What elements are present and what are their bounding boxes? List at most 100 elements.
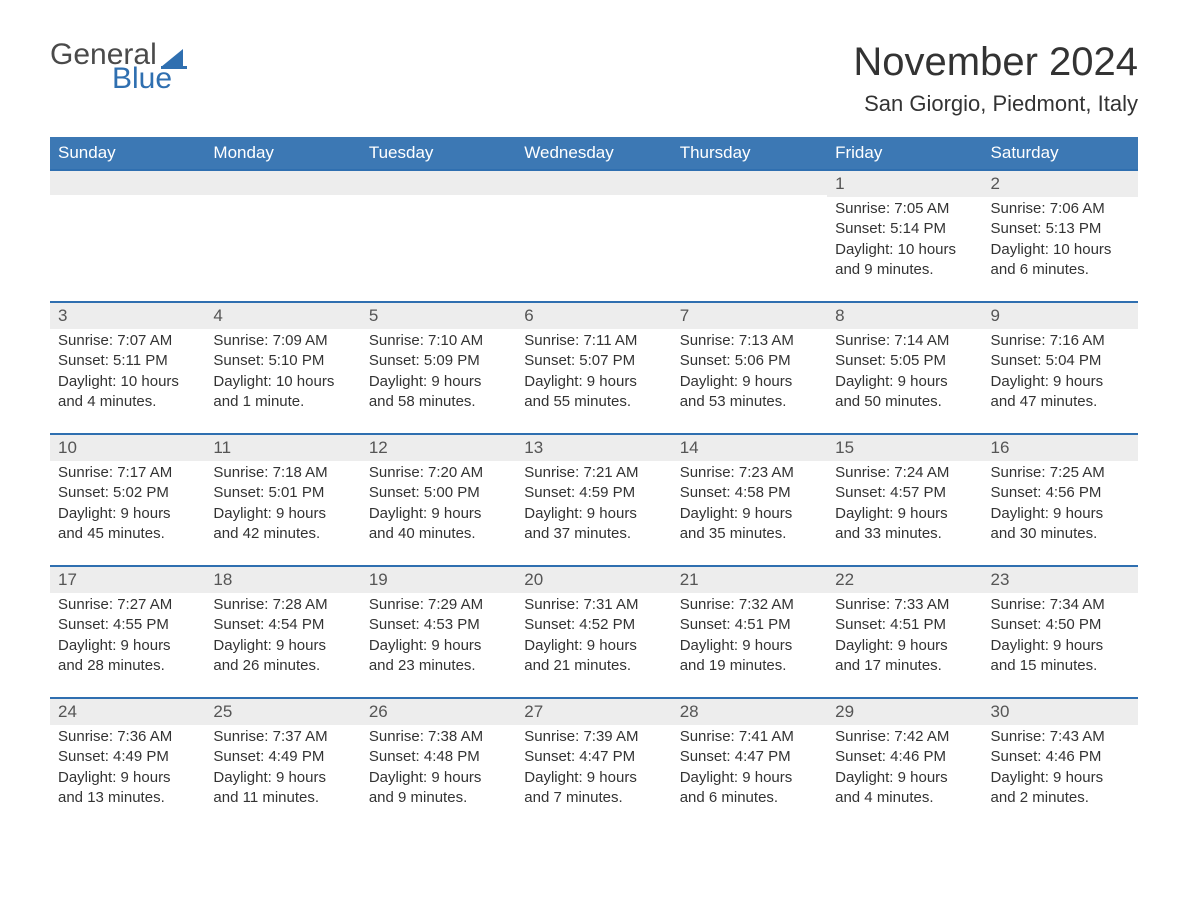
day-number: 11 — [205, 433, 360, 461]
daylight-line-2: and 11 minutes. — [213, 788, 352, 808]
sunset-line: Sunset: 4:46 PM — [835, 747, 974, 767]
calendar-table: SundayMondayTuesdayWednesdayThursdayFrid… — [50, 137, 1138, 829]
sunrise-line: Sunrise: 7:13 AM — [680, 331, 819, 351]
daylight-line-1: Daylight: 9 hours — [369, 372, 508, 392]
sunrise-line: Sunrise: 7:24 AM — [835, 463, 974, 483]
daylight-line-2: and 9 minutes. — [369, 788, 508, 808]
day-number: 2 — [983, 169, 1138, 197]
daylight-line-1: Daylight: 9 hours — [58, 636, 197, 656]
sunset-line: Sunset: 4:49 PM — [213, 747, 352, 767]
sunrise-line: Sunrise: 7:31 AM — [524, 595, 663, 615]
sunset-line: Sunset: 4:48 PM — [369, 747, 508, 767]
calendar-day-cell: 10Sunrise: 7:17 AMSunset: 5:02 PMDayligh… — [50, 433, 205, 565]
daylight-line-1: Daylight: 9 hours — [991, 636, 1130, 656]
daylight-line-2: and 1 minute. — [213, 392, 352, 412]
daylight-line-1: Daylight: 9 hours — [835, 768, 974, 788]
calendar-week-row: 10Sunrise: 7:17 AMSunset: 5:02 PMDayligh… — [50, 433, 1138, 565]
daylight-line-2: and 58 minutes. — [369, 392, 508, 412]
calendar-week-row: 3Sunrise: 7:07 AMSunset: 5:11 PMDaylight… — [50, 301, 1138, 433]
sunset-line: Sunset: 4:58 PM — [680, 483, 819, 503]
daylight-line-2: and 53 minutes. — [680, 392, 819, 412]
calendar-day-cell: 7Sunrise: 7:13 AMSunset: 5:06 PMDaylight… — [672, 301, 827, 433]
sunrise-line: Sunrise: 7:25 AM — [991, 463, 1130, 483]
daylight-line-1: Daylight: 9 hours — [213, 636, 352, 656]
calendar-day-cell: 8Sunrise: 7:14 AMSunset: 5:05 PMDaylight… — [827, 301, 982, 433]
calendar-day-cell: 6Sunrise: 7:11 AMSunset: 5:07 PMDaylight… — [516, 301, 671, 433]
sunset-line: Sunset: 4:46 PM — [991, 747, 1130, 767]
daylight-line-2: and 26 minutes. — [213, 656, 352, 676]
sunset-line: Sunset: 4:55 PM — [58, 615, 197, 635]
weekday-header-cell: Monday — [205, 137, 360, 169]
daylight-line-1: Daylight: 9 hours — [369, 768, 508, 788]
daylight-line-2: and 17 minutes. — [835, 656, 974, 676]
brand-logo: General Blue — [50, 40, 187, 94]
daylight-line-1: Daylight: 9 hours — [680, 504, 819, 524]
sunrise-line: Sunrise: 7:42 AM — [835, 727, 974, 747]
sunrise-line: Sunrise: 7:07 AM — [58, 331, 197, 351]
weekday-header-cell: Wednesday — [516, 137, 671, 169]
sunset-line: Sunset: 4:49 PM — [58, 747, 197, 767]
daylight-line-1: Daylight: 9 hours — [835, 372, 974, 392]
calendar-day-cell: 20Sunrise: 7:31 AMSunset: 4:52 PMDayligh… — [516, 565, 671, 697]
day-number: 26 — [361, 697, 516, 725]
empty-day-bar — [50, 169, 205, 195]
daylight-line-1: Daylight: 9 hours — [835, 636, 974, 656]
sunset-line: Sunset: 4:54 PM — [213, 615, 352, 635]
day-number: 1 — [827, 169, 982, 197]
calendar-day-cell: 18Sunrise: 7:28 AMSunset: 4:54 PMDayligh… — [205, 565, 360, 697]
daylight-line-2: and 6 minutes. — [680, 788, 819, 808]
sunset-line: Sunset: 4:51 PM — [835, 615, 974, 635]
calendar-day-cell: 3Sunrise: 7:07 AMSunset: 5:11 PMDaylight… — [50, 301, 205, 433]
sunrise-line: Sunrise: 7:10 AM — [369, 331, 508, 351]
calendar-day-cell: 2Sunrise: 7:06 AMSunset: 5:13 PMDaylight… — [983, 169, 1138, 301]
day-details: Sunrise: 7:23 AMSunset: 4:58 PMDaylight:… — [672, 461, 827, 550]
daylight-line-2: and 35 minutes. — [680, 524, 819, 544]
daylight-line-2: and 40 minutes. — [369, 524, 508, 544]
daylight-line-1: Daylight: 9 hours — [524, 504, 663, 524]
day-details: Sunrise: 7:42 AMSunset: 4:46 PMDaylight:… — [827, 725, 982, 814]
calendar-day-cell: 24Sunrise: 7:36 AMSunset: 4:49 PMDayligh… — [50, 697, 205, 829]
calendar-week-row: 1Sunrise: 7:05 AMSunset: 5:14 PMDaylight… — [50, 169, 1138, 301]
daylight-line-2: and 45 minutes. — [58, 524, 197, 544]
empty-day-bar — [516, 169, 671, 195]
day-number: 29 — [827, 697, 982, 725]
empty-day-bar — [205, 169, 360, 195]
sunrise-line: Sunrise: 7:11 AM — [524, 331, 663, 351]
calendar-day-cell: 17Sunrise: 7:27 AMSunset: 4:55 PMDayligh… — [50, 565, 205, 697]
location-subtitle: San Giorgio, Piedmont, Italy — [853, 91, 1138, 117]
sunset-line: Sunset: 5:01 PM — [213, 483, 352, 503]
day-details: Sunrise: 7:13 AMSunset: 5:06 PMDaylight:… — [672, 329, 827, 418]
day-number: 13 — [516, 433, 671, 461]
day-details: Sunrise: 7:41 AMSunset: 4:47 PMDaylight:… — [672, 725, 827, 814]
day-details: Sunrise: 7:07 AMSunset: 5:11 PMDaylight:… — [50, 329, 205, 418]
weekday-header-row: SundayMondayTuesdayWednesdayThursdayFrid… — [50, 137, 1138, 169]
daylight-line-2: and 33 minutes. — [835, 524, 974, 544]
day-number: 8 — [827, 301, 982, 329]
day-details: Sunrise: 7:06 AMSunset: 5:13 PMDaylight:… — [983, 197, 1138, 286]
daylight-line-2: and 42 minutes. — [213, 524, 352, 544]
calendar-day-cell: 5Sunrise: 7:10 AMSunset: 5:09 PMDaylight… — [361, 301, 516, 433]
weekday-header-cell: Tuesday — [361, 137, 516, 169]
sunrise-line: Sunrise: 7:28 AM — [213, 595, 352, 615]
weekday-header-cell: Saturday — [983, 137, 1138, 169]
day-details: Sunrise: 7:27 AMSunset: 4:55 PMDaylight:… — [50, 593, 205, 682]
day-details: Sunrise: 7:11 AMSunset: 5:07 PMDaylight:… — [516, 329, 671, 418]
daylight-line-1: Daylight: 10 hours — [991, 240, 1130, 260]
sunrise-line: Sunrise: 7:17 AM — [58, 463, 197, 483]
daylight-line-1: Daylight: 10 hours — [58, 372, 197, 392]
day-number: 7 — [672, 301, 827, 329]
day-number: 20 — [516, 565, 671, 593]
calendar-day-cell — [50, 169, 205, 301]
calendar-day-cell: 12Sunrise: 7:20 AMSunset: 5:00 PMDayligh… — [361, 433, 516, 565]
daylight-line-1: Daylight: 10 hours — [835, 240, 974, 260]
daylight-line-1: Daylight: 9 hours — [369, 504, 508, 524]
day-number: 5 — [361, 301, 516, 329]
day-details: Sunrise: 7:18 AMSunset: 5:01 PMDaylight:… — [205, 461, 360, 550]
daylight-line-1: Daylight: 9 hours — [991, 504, 1130, 524]
day-details: Sunrise: 7:36 AMSunset: 4:49 PMDaylight:… — [50, 725, 205, 814]
sunset-line: Sunset: 4:47 PM — [524, 747, 663, 767]
calendar-day-cell: 11Sunrise: 7:18 AMSunset: 5:01 PMDayligh… — [205, 433, 360, 565]
sunrise-line: Sunrise: 7:34 AM — [991, 595, 1130, 615]
daylight-line-2: and 37 minutes. — [524, 524, 663, 544]
sunset-line: Sunset: 5:07 PM — [524, 351, 663, 371]
